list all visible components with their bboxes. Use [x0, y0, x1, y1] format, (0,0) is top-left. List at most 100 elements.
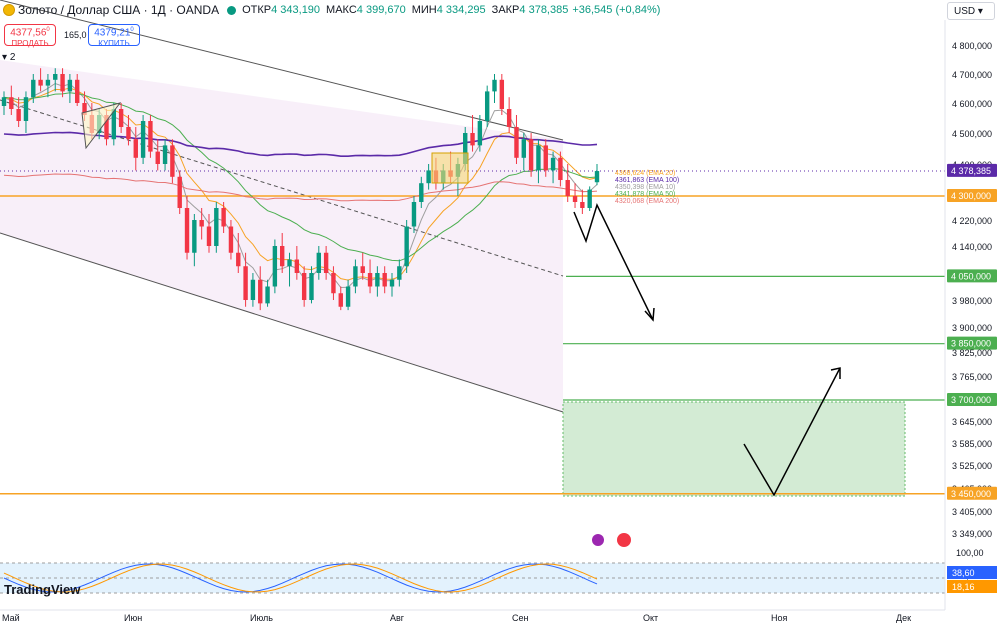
candle-body: [463, 133, 468, 164]
currency-label: USD: [954, 6, 976, 17]
y-tick-label: 4 220,000: [952, 216, 992, 226]
candle-body: [470, 133, 475, 146]
candle-body: [45, 79, 51, 86]
price-label-bg: [947, 336, 997, 350]
price-label: 3 850,000: [951, 339, 991, 349]
candle-body: [345, 286, 351, 307]
candle-body: [419, 183, 424, 202]
ema-legend-label: 4361,863 (EMA 100): [615, 177, 679, 184]
candle-body: [543, 145, 548, 171]
price-label: 4 050,000: [951, 271, 991, 281]
candle-body: [397, 266, 402, 280]
candle-body: [382, 273, 387, 287]
low-value: 4 334,295: [436, 4, 486, 16]
candle-body: [499, 79, 505, 109]
osc-value-badge: [947, 566, 997, 579]
candle-body: [353, 266, 358, 287]
x-tick-label: Май: [2, 613, 20, 623]
y-tick-label: 4 140,000: [952, 242, 992, 252]
candle-body: [148, 121, 153, 152]
oscillator-k-line: [3, 563, 598, 593]
low-label: МИН: [411, 4, 437, 16]
candle-body: [331, 273, 336, 294]
x-tick-label: Сен: [512, 613, 529, 623]
news-icon[interactable]: [592, 534, 604, 546]
arrow-head-down: [644, 307, 655, 322]
oscillator-d-line: [3, 563, 598, 593]
high-value: 4 399,670: [356, 4, 406, 16]
candle-body: [118, 109, 124, 127]
change-value: +36,545 (+0,84%): [572, 4, 661, 16]
candle-body: [528, 139, 534, 171]
osc-tick-label: 100,00: [956, 548, 984, 558]
candle-body: [104, 115, 109, 140]
candle-body: [323, 252, 329, 273]
tradingview-logo: TradingView: [4, 582, 81, 597]
projection-arrow-down: [573, 202, 654, 321]
candle-body: [60, 74, 65, 92]
y-tick-label: 3 645,000: [952, 417, 992, 427]
candle-body: [514, 127, 519, 158]
candle-body: [155, 151, 160, 164]
candle-body: [521, 139, 526, 158]
x-tick-label: Окт: [643, 613, 658, 623]
candle-body: [309, 273, 314, 300]
layers-toggle[interactable]: ▾ 2: [2, 52, 16, 63]
ema-legend-label: 4320,068 (EMA 200): [615, 198, 679, 205]
candle-body: [170, 145, 175, 177]
sell-price-sup: 0: [46, 27, 50, 33]
y-tick-label: 4 600,000: [952, 99, 992, 109]
ema-legend-label: 4350,398 (EMA 10): [615, 184, 675, 191]
candle-body: [316, 252, 322, 273]
open-value: 4 343,190: [271, 4, 321, 16]
candle-body: [133, 139, 138, 158]
candle-body: [389, 279, 395, 287]
price-label: 4 300,000: [951, 191, 991, 201]
candle-body: [301, 273, 307, 300]
symbol-title[interactable]: Золото / Доллар США · 1Д · OANDA: [18, 3, 220, 17]
wedge-pattern: [81, 102, 122, 150]
candle-body: [258, 279, 263, 304]
candle-body: [82, 103, 87, 115]
candle-body: [23, 97, 29, 121]
osc-value-label: 18,16: [952, 582, 975, 592]
y-tick-label: 3 585,000: [952, 439, 992, 449]
candle-body: [236, 252, 241, 267]
candle-body: [506, 109, 512, 127]
candle-body: [1, 97, 7, 106]
sell-button[interactable]: 4377,560 ПРОДАТЬ: [4, 24, 56, 49]
y-tick-label: 3 900,000: [952, 323, 992, 333]
x-tick-label: Ноя: [771, 613, 788, 623]
ema-50-line: [3, 92, 598, 262]
ema-legend-label: 4368,624 (EMA 20): [615, 170, 675, 177]
x-tick-label: Июн: [124, 613, 142, 623]
y-tick-label: 4 700,000: [952, 70, 992, 80]
price-label-bg: [947, 269, 997, 283]
spread-value: 165,0: [64, 30, 87, 40]
candle-body: [199, 220, 204, 227]
candle-body: [206, 226, 212, 246]
y-tick-label: 3 349,000: [952, 529, 992, 539]
candle-body: [587, 189, 592, 208]
candle-body: [426, 170, 431, 184]
candle-body: [536, 145, 541, 171]
layers-count: 2: [9, 52, 16, 63]
arrow-head-up: [830, 367, 841, 379]
price-label-bg: [947, 486, 997, 500]
buy-label: КУПИТЬ: [98, 39, 130, 49]
buy-button[interactable]: 4379,210 КУПИТЬ: [88, 24, 140, 49]
projection-arrow-up: [743, 367, 841, 497]
candle-body: [16, 109, 21, 121]
sell-label: ПРОДАТЬ: [11, 39, 49, 49]
target-zone: [562, 401, 906, 497]
flag-icon[interactable]: [617, 533, 631, 547]
candle-body: [126, 127, 131, 140]
gold-coin-icon: [3, 4, 15, 16]
candle-body: [31, 79, 36, 98]
currency-select[interactable]: USD ▾: [947, 2, 995, 20]
candle-body: [53, 74, 58, 80]
ema-200-line: [3, 173, 598, 202]
candle-body: [75, 79, 80, 103]
buy-price-sup: 0: [130, 27, 134, 33]
